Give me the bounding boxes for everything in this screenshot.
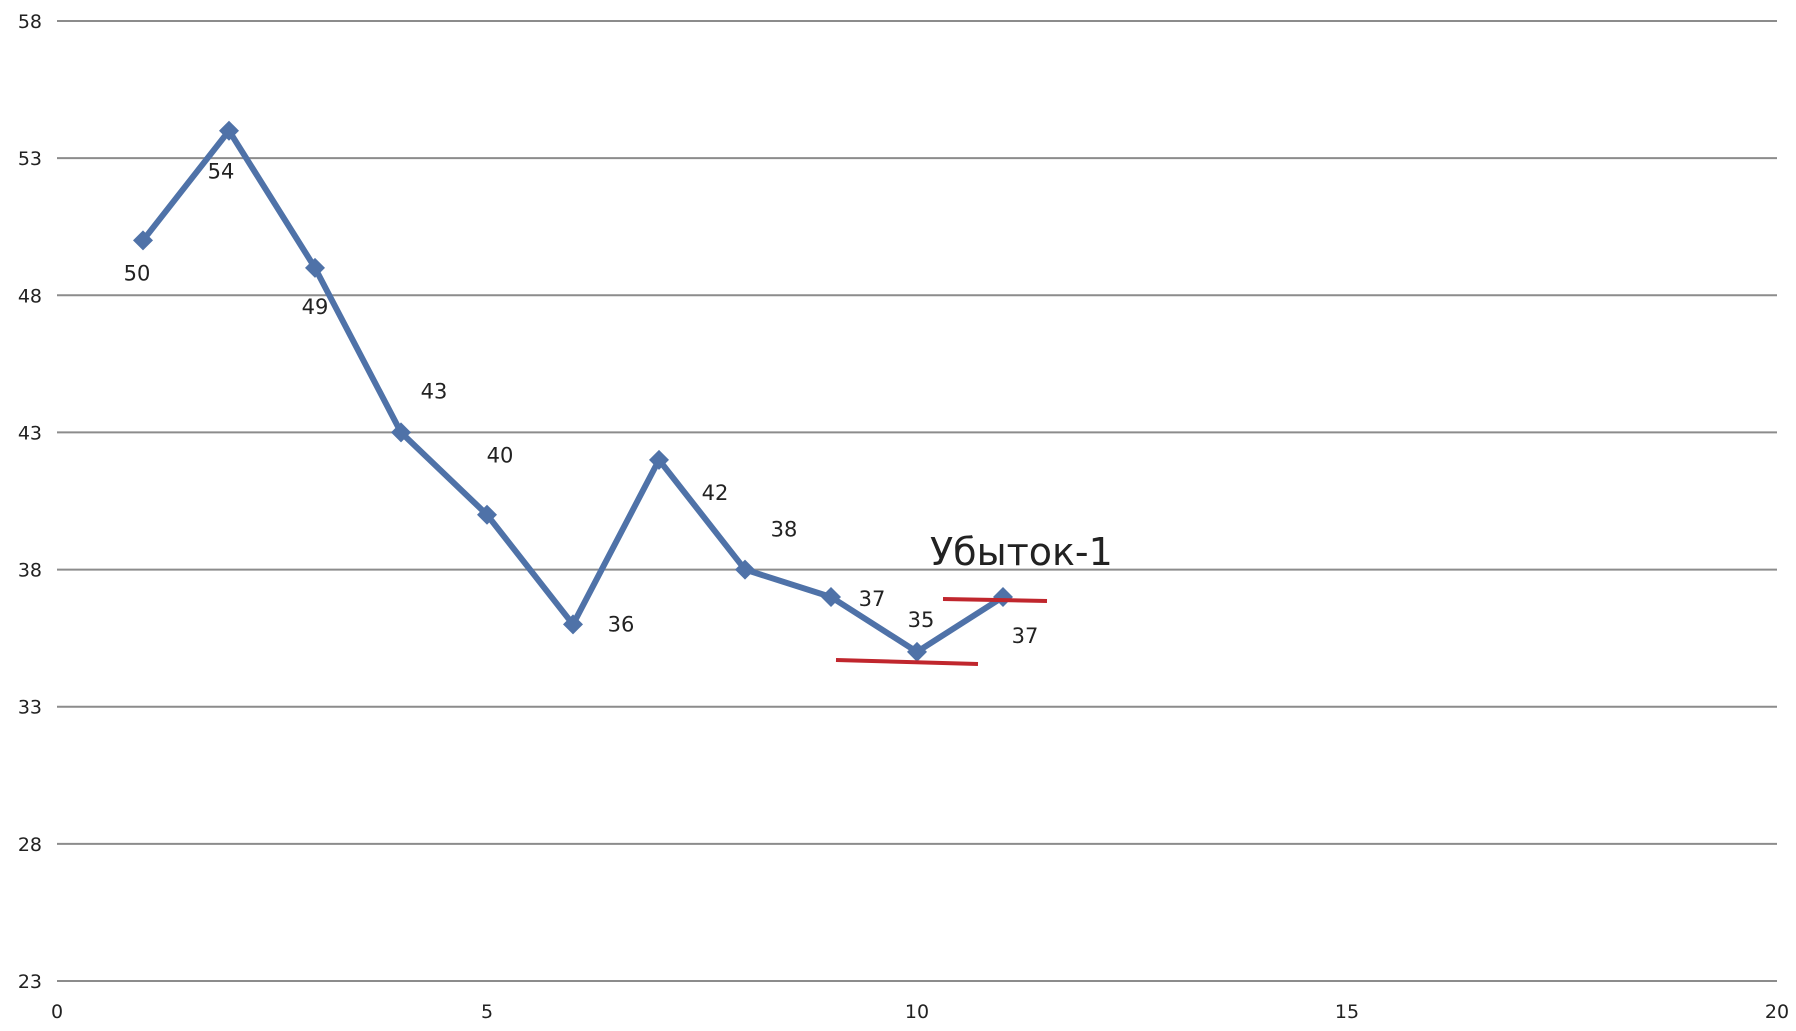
data-label: 42 [702,481,729,505]
data-point-marker [821,587,841,607]
reference-line-high [942,597,1048,603]
data-label: 38 [771,518,798,542]
loss-annotation: Убыток-1 [930,530,1113,574]
data-label: 36 [608,612,635,636]
data-markers [133,120,1013,662]
y-tick-label: 28 [18,834,42,856]
y-tick-label: 38 [18,560,42,582]
series-line-layer [140,127,1006,655]
x-tick-label: 0 [51,1001,63,1023]
gridlines [57,20,1777,982]
reference-line-low [835,658,979,666]
y-tick-label: 33 [18,697,42,719]
data-label: 54 [208,160,235,184]
data-label: 37 [1012,624,1039,648]
data-point-marker [219,120,239,141]
y-tick-label: 23 [18,971,42,993]
data-point-marker [563,614,583,635]
y-tick-label: 48 [18,285,42,307]
data-label: 40 [487,444,514,468]
y-tick-label: 53 [18,148,42,170]
y-tick-label: 58 [18,11,42,33]
data-point-marker [907,641,927,662]
x-tick-label: 20 [1765,1001,1789,1023]
y-tick-label: 43 [18,422,42,444]
series-line [140,127,1006,655]
x-tick-label: 15 [1335,1001,1359,1023]
x-tick-label: 10 [905,1001,929,1023]
data-point-marker [391,422,411,443]
data-point-marker [305,257,325,278]
x-axis-tick-labels: 0 5 10 15 20 [51,1001,1789,1023]
data-point-marker [735,559,755,580]
data-point-marker [649,449,669,470]
annotation-layer: Убыток-1 [835,530,1113,666]
data-point-marker [477,504,497,525]
data-label: 35 [908,608,935,632]
x-tick-label: 5 [481,1001,493,1023]
data-label: 43 [421,379,448,403]
data-label: 50 [124,261,151,285]
data-label: 49 [302,295,329,319]
y-axis-tick-labels: 58 53 48 43 38 33 28 23 [18,11,42,993]
data-labels: 50 54 49 43 40 36 42 38 37 35 37 [124,160,1039,648]
data-point-marker [133,230,153,251]
data-label: 37 [859,587,886,611]
